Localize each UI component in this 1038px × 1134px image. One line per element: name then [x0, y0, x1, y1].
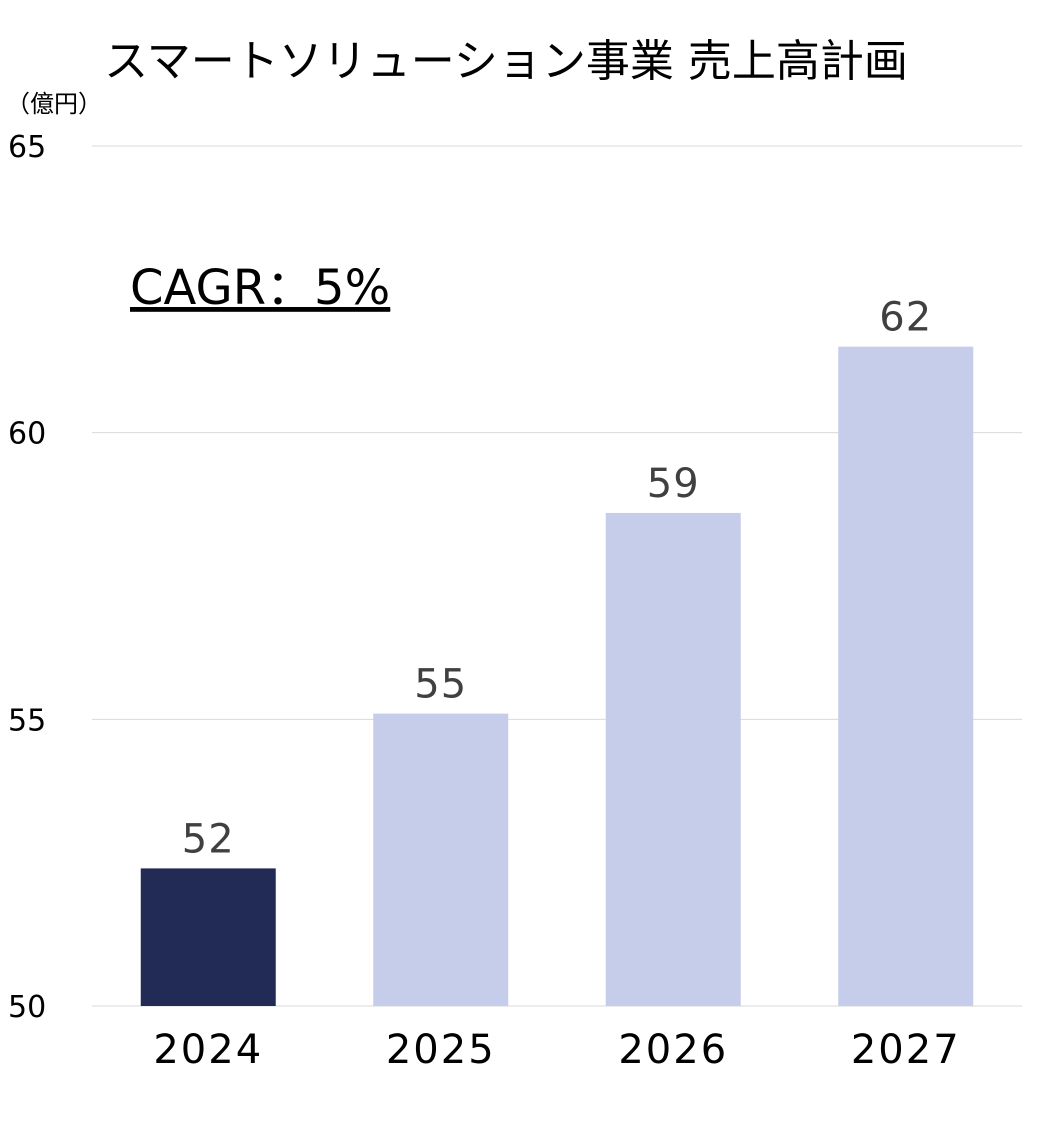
- data-label-2027: 62: [879, 295, 932, 341]
- bar-2024: [140, 868, 276, 1006]
- bar-2027: [838, 346, 974, 1007]
- bars: [140, 346, 974, 1007]
- x-axis-categories: 2024 2025 2026 2027: [153, 1027, 961, 1073]
- x-category-label-2027: 2027: [851, 1027, 961, 1073]
- x-category-label-2025: 2025: [386, 1027, 496, 1073]
- data-label-2026: 59: [647, 461, 700, 507]
- y-tick-label: 55: [8, 703, 46, 738]
- data-labels: 52 55 59 62: [182, 295, 932, 863]
- x-category-label-2024: 2024: [153, 1027, 263, 1073]
- y-tick-label: 60: [8, 417, 46, 452]
- data-label-2024: 52: [182, 816, 235, 862]
- bar-2025: [373, 713, 509, 1006]
- data-label-2025: 55: [414, 662, 467, 708]
- bar-2026: [605, 512, 741, 1006]
- y-axis-unit-label: （億円）: [6, 90, 102, 118]
- y-axis-ticks: 50 55 60 65: [8, 130, 46, 1025]
- x-category-label-2026: 2026: [618, 1027, 728, 1073]
- chart-title: スマートソリューション事業 売上高計画: [104, 36, 908, 87]
- y-tick-label: 50: [8, 990, 46, 1025]
- cagr-annotation: CAGR：5%: [130, 260, 390, 316]
- y-tick-label: 65: [8, 130, 46, 165]
